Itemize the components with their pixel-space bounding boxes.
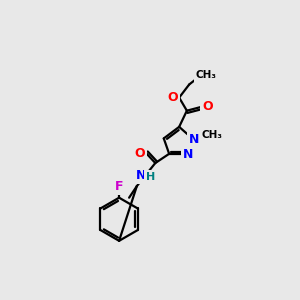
Text: CH₃: CH₃ [202,130,223,140]
Text: O: O [135,146,145,160]
Text: F: F [115,180,123,194]
Text: N: N [182,148,193,161]
Text: O: O [168,91,178,104]
Text: N: N [136,169,146,182]
Text: CH₃: CH₃ [196,70,217,80]
Text: H: H [146,172,155,182]
Text: N: N [189,133,200,146]
Text: O: O [202,100,213,113]
